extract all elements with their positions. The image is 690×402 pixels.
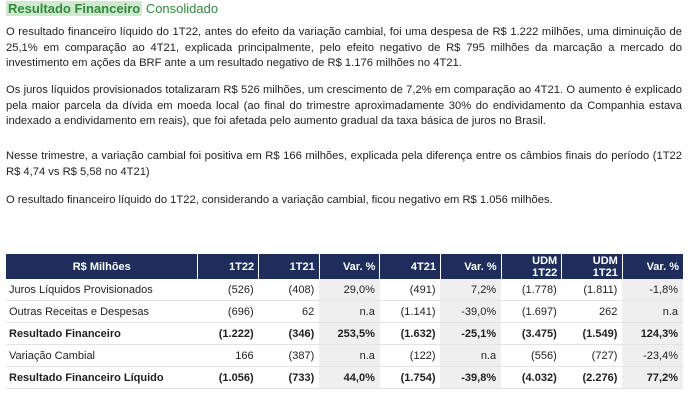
table-cell: -1,8% xyxy=(622,279,683,301)
table-cell: (4.032) xyxy=(501,366,562,389)
header-cell: UDM 1T22 xyxy=(501,254,563,279)
paragraph-interest: Os juros líquidos provisionados totaliza… xyxy=(6,84,682,127)
table-cell: (696) xyxy=(197,300,259,323)
table-cell: (2.276) xyxy=(561,366,623,389)
row-label: Resultado Financeiro xyxy=(6,322,198,345)
financial-result-table: R$ Milhões 1T22 1T21 Var. % 4T21 Var. % … xyxy=(6,254,683,389)
header-cell: 1T22 xyxy=(197,254,260,279)
table-cell: (408) xyxy=(258,279,320,301)
table-cell: (491) xyxy=(379,279,441,301)
table-cell: 253,5% xyxy=(319,322,380,345)
table-cell: n.a xyxy=(319,300,380,323)
table-row: Resultado Financeiro Líquido (1.056) (73… xyxy=(6,366,683,389)
table-cell: (1.697) xyxy=(501,300,562,323)
section-title-rest: Consolidado xyxy=(142,1,219,16)
row-label: Resultado Financeiro Líquido xyxy=(6,366,198,389)
paragraph-net-result: O resultado financeiro líquido do 1T22, … xyxy=(6,194,553,206)
table-row: Resultado Financeiro (1.222) (346) 253,5… xyxy=(6,322,683,345)
table-row: Variação Cambial 166 (387) n.a (122) n.a… xyxy=(6,344,683,367)
table-cell: -39,0% xyxy=(440,300,502,323)
table-cell: n.a xyxy=(622,300,683,323)
table-cell: 166 xyxy=(197,344,259,367)
header-cell: Var. % xyxy=(319,254,381,279)
table-cell: (727) xyxy=(561,344,623,367)
table-cell: (346) xyxy=(258,322,320,345)
header-cell: UDM 1T21 xyxy=(561,254,623,279)
table-cell: (387) xyxy=(258,344,320,367)
table-cell: -25,1% xyxy=(440,322,502,345)
table-cell: (1.811) xyxy=(561,279,623,301)
row-label: Variação Cambial xyxy=(6,344,198,367)
table-cell: n.a xyxy=(440,344,502,367)
table-cell: (3.475) xyxy=(501,322,562,345)
table-cell: 262 xyxy=(561,300,623,323)
table-cell: 29,0% xyxy=(319,279,380,301)
table-cell: (1.141) xyxy=(379,300,441,323)
header-cell: Var. % xyxy=(622,254,683,279)
table-cell: -23,4% xyxy=(622,344,683,367)
table-cell: 124,3% xyxy=(622,322,683,345)
header-cell: 1T21 xyxy=(258,254,320,279)
table-header-row: R$ Milhões 1T22 1T21 Var. % 4T21 Var. % … xyxy=(6,254,683,279)
table-cell: n.a xyxy=(319,344,380,367)
table-cell: (526) xyxy=(197,279,259,301)
table-cell: (556) xyxy=(501,344,562,367)
table-cell: (1.754) xyxy=(379,366,441,389)
table-cell: 44,0% xyxy=(319,366,380,389)
table-cell: (1.056) xyxy=(197,366,259,389)
paragraph-financial-result: O resultado financeiro líquido do 1T22, … xyxy=(6,26,682,69)
header-cell: R$ Milhões xyxy=(6,254,199,279)
table-cell: (1.778) xyxy=(501,279,562,301)
table-cell: (122) xyxy=(379,344,441,367)
section-title-highlight: Resultado Financeiro xyxy=(6,1,143,16)
table-cell: 7,2% xyxy=(440,279,502,301)
row-label: Outras Receitas e Despesas xyxy=(6,300,198,323)
table-cell: 62 xyxy=(258,300,320,323)
header-cell: Var. % xyxy=(440,254,502,279)
table-cell: (1.632) xyxy=(379,322,441,345)
table-row: Outras Receitas e Despesas (696) 62 n.a … xyxy=(6,300,683,323)
table-row: Juros Líquidos Provisionados (526) (408)… xyxy=(6,279,683,301)
header-cell: 4T21 xyxy=(379,254,441,279)
table-cell: (733) xyxy=(258,366,320,389)
table-cell: (1.222) xyxy=(197,322,259,345)
table-cell: 77,2% xyxy=(622,366,683,389)
table-cell: -39,8% xyxy=(440,366,502,389)
row-label: Juros Líquidos Provisionados xyxy=(6,279,198,301)
section-title: Resultado Financeiro Consolidado xyxy=(6,0,218,18)
table-cell: (1.549) xyxy=(561,322,623,345)
paragraph-exchange-variation: Nesse trimestre, a variação cambial foi … xyxy=(6,150,682,178)
